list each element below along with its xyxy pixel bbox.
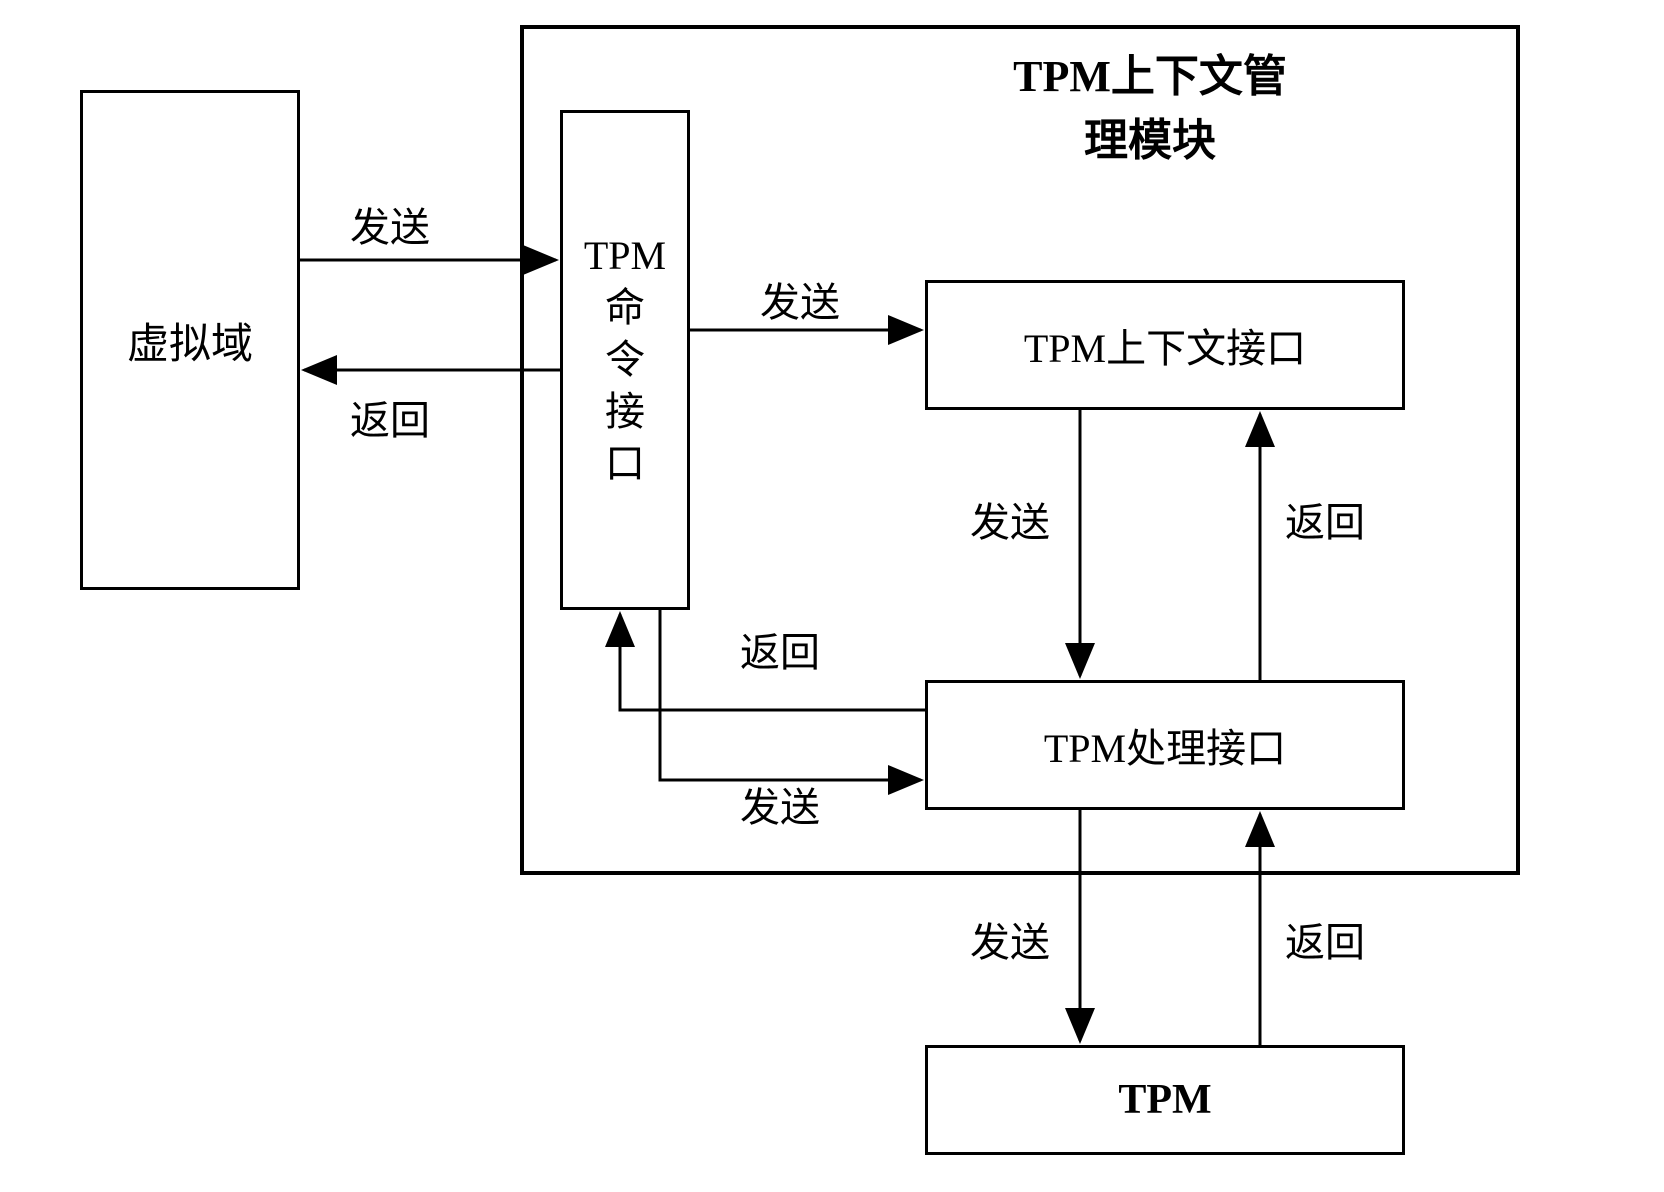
edge-label-1: 返回: [350, 388, 430, 446]
edge-label-3: 发送: [970, 490, 1050, 548]
context-interface-box: TPM上下文接口: [925, 280, 1405, 410]
virtual-domain-label: 虚拟域: [127, 310, 253, 371]
edge-label-6: 发送: [740, 775, 820, 833]
tpm-diagram: TPM上下文管 理模块 虚拟域 TPM 命 令 接 口 TPM上下文接口 TPM…: [0, 0, 1664, 1192]
edge-label-8: 返回: [1285, 910, 1365, 968]
command-interface-box: TPM 命 令 接 口: [560, 110, 690, 610]
tpm-label: TPM: [1118, 1076, 1211, 1124]
module-title: TPM上下文管 理模块: [880, 40, 1420, 168]
edge-label-7: 发送: [970, 910, 1050, 968]
process-interface-label: TPM处理接口: [1044, 716, 1286, 774]
context-interface-label: TPM上下文接口: [1024, 316, 1306, 374]
virtual-domain-box: 虚拟域: [80, 90, 300, 590]
module-title-line2: 理模块: [1084, 116, 1216, 165]
process-interface-box: TPM处理接口: [925, 680, 1405, 810]
command-interface-label: TPM 命 令 接 口: [584, 230, 666, 490]
module-title-line1: TPM上下文管: [1013, 52, 1287, 101]
edge-label-4: 返回: [1285, 490, 1365, 548]
edge-label-5: 返回: [740, 620, 820, 678]
edge-label-0: 发送: [350, 195, 430, 253]
edge-label-2: 发送: [760, 270, 840, 328]
tpm-box: TPM: [925, 1045, 1405, 1155]
